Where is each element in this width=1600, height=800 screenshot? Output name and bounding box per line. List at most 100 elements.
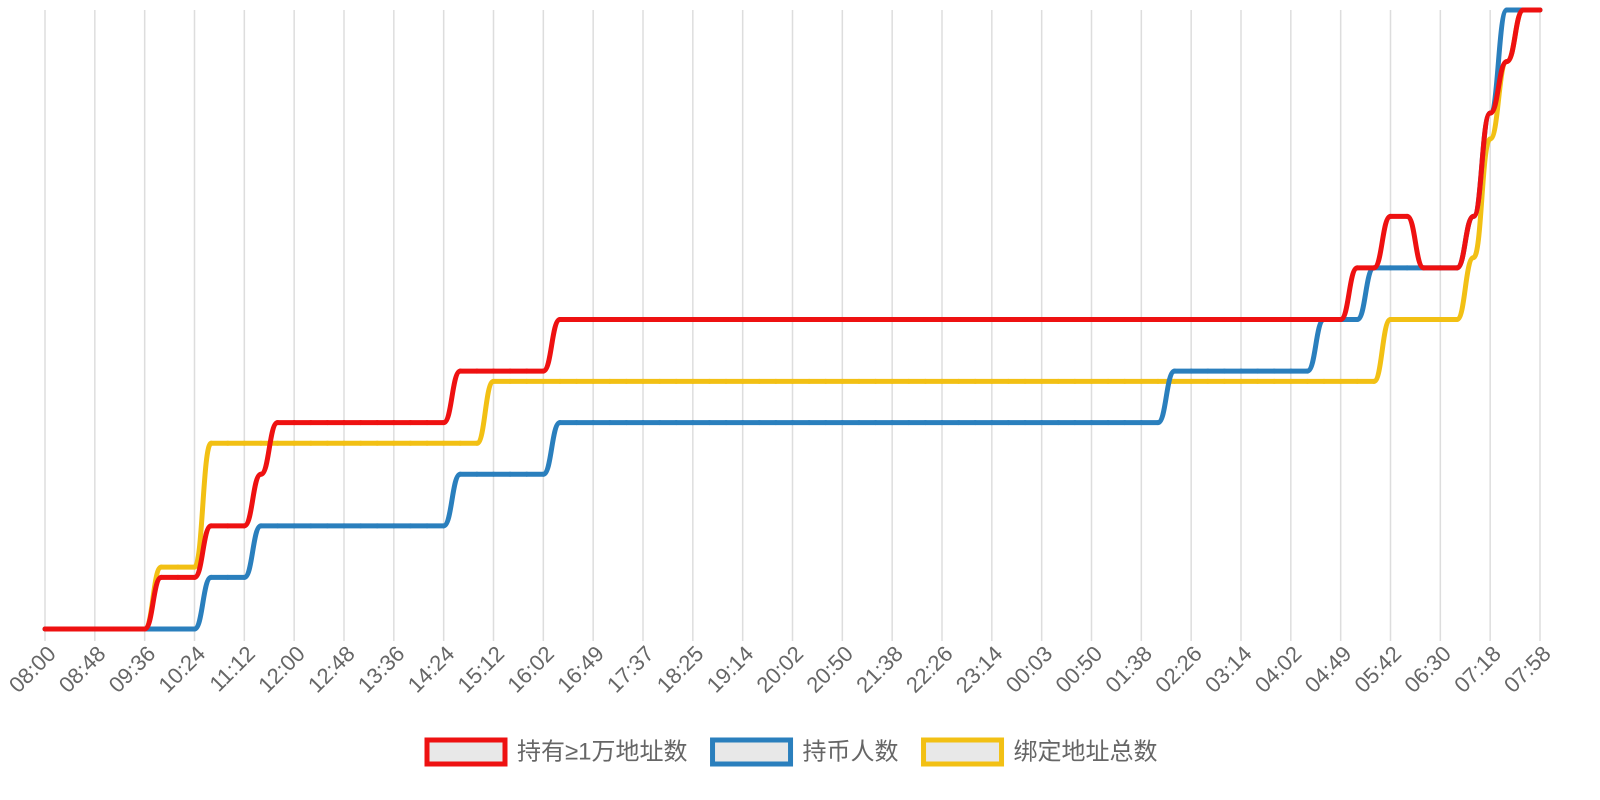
data-point (557, 420, 563, 426)
data-point (424, 523, 430, 529)
data-point (1138, 378, 1144, 384)
data-point (524, 368, 530, 374)
data-point (1437, 265, 1443, 271)
data-point (1039, 378, 1045, 384)
data-point (1205, 378, 1211, 384)
legend-swatch[interactable] (424, 737, 508, 767)
data-point (1221, 378, 1227, 384)
data-point (657, 317, 663, 322)
data-point (972, 317, 978, 322)
data-point (1421, 265, 1427, 271)
data-point (540, 368, 546, 374)
legend-item[interactable]: 持有≥1万地址数 (424, 737, 688, 767)
data-point (491, 368, 496, 374)
data-point (873, 317, 879, 322)
data-point (1238, 378, 1244, 384)
data-point (623, 420, 629, 426)
data-point (873, 378, 879, 384)
legend-item[interactable]: 绑定地址总数 (921, 737, 1158, 767)
data-point (391, 523, 397, 529)
data-point (790, 420, 795, 426)
data-point (1421, 317, 1427, 322)
data-point (1055, 317, 1061, 322)
data-point (856, 420, 862, 426)
data-point (889, 317, 895, 322)
data-point (1255, 317, 1261, 322)
legend-swatch[interactable] (921, 737, 1005, 767)
data-point (1388, 265, 1393, 271)
data-point (1155, 317, 1161, 322)
data-point (308, 420, 314, 426)
x-tick-label: 05:42 (1350, 641, 1407, 698)
data-point (158, 564, 164, 570)
data-point (623, 378, 629, 384)
data-point (507, 471, 513, 477)
data-point (989, 378, 995, 384)
legend-swatch[interactable] (710, 737, 794, 767)
data-point (1089, 317, 1094, 322)
data-point (873, 420, 879, 426)
data-point (524, 471, 530, 477)
data-point (1338, 317, 1344, 322)
x-tick-label: 22:26 (901, 641, 958, 698)
data-point (956, 378, 962, 384)
data-point (1304, 368, 1310, 374)
data-point (1155, 378, 1161, 384)
data-point (839, 420, 845, 426)
data-point (507, 368, 513, 374)
data-point (175, 626, 181, 632)
data-point (540, 378, 546, 384)
data-point (922, 378, 928, 384)
data-point (175, 564, 181, 570)
data-point (690, 317, 696, 322)
x-tick-label: 12:00 (253, 641, 310, 698)
x-tick-label: 21:38 (851, 641, 908, 698)
data-point (740, 317, 746, 322)
data-point (1255, 368, 1261, 374)
data-point (457, 368, 463, 374)
data-point (806, 420, 812, 426)
legend-label[interactable]: 持币人数 (803, 738, 899, 765)
data-point (1221, 317, 1227, 322)
data-point (856, 317, 862, 322)
x-tick-label: 14:24 (403, 641, 460, 698)
data-point (673, 420, 679, 426)
data-point (241, 440, 247, 446)
legend-label[interactable]: 持有≥1万地址数 (517, 738, 688, 765)
x-tick-label: 16:02 (502, 641, 559, 698)
data-point (706, 420, 712, 426)
data-point (1039, 317, 1045, 322)
data-point (1005, 317, 1011, 322)
data-point (291, 523, 297, 529)
data-point (623, 317, 629, 322)
x-tick-label: 20:02 (752, 641, 809, 698)
data-point (391, 420, 397, 426)
data-point (92, 626, 98, 632)
data-point (1271, 378, 1277, 384)
data-point (208, 574, 214, 580)
data-point (457, 440, 463, 446)
data-point (906, 378, 912, 384)
data-point (939, 317, 945, 322)
data-point (275, 420, 281, 426)
data-point (291, 420, 297, 426)
data-point (358, 420, 364, 426)
data-point (1520, 7, 1526, 13)
data-point (424, 440, 430, 446)
legend-label[interactable]: 绑定地址总数 (1014, 738, 1158, 765)
x-tick-label: 19:14 (702, 641, 759, 698)
data-point (1338, 378, 1344, 384)
data-point (574, 317, 580, 322)
data-point (889, 378, 895, 384)
data-point (1388, 317, 1393, 322)
data-point (1304, 378, 1310, 384)
data-point (324, 420, 330, 426)
data-point (1404, 317, 1410, 322)
legend-item[interactable]: 持币人数 (710, 737, 899, 767)
data-point (773, 420, 779, 426)
data-point (640, 420, 646, 426)
data-point (491, 471, 496, 477)
data-point (972, 420, 978, 426)
data-point (1371, 378, 1377, 384)
data-point (441, 523, 447, 529)
